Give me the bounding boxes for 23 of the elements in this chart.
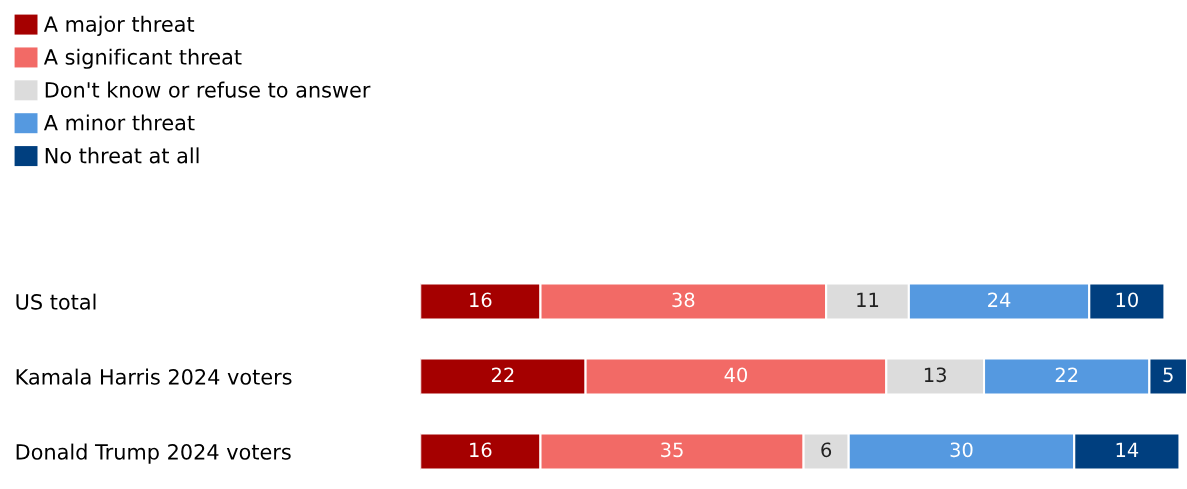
data-label: 14 bbox=[1116, 442, 1139, 457]
data-label: 16 bbox=[470, 442, 492, 458]
data-label: 22 bbox=[491, 367, 514, 382]
data-label: 5 bbox=[1163, 367, 1173, 383]
data-label: 6 bbox=[821, 442, 832, 458]
legend-label: No threat at all bbox=[45, 147, 199, 164]
legend-label: A major threat bbox=[43, 15, 195, 36]
data-label: 38 bbox=[672, 292, 695, 308]
data-label: 16 bbox=[470, 292, 492, 308]
y-tick-label: Donald Trump 2024 voters bbox=[16, 443, 291, 464]
data-label: 24 bbox=[988, 292, 1011, 307]
data-label: 35 bbox=[661, 442, 683, 458]
data-label: 13 bbox=[924, 367, 946, 383]
y-tick-label: Kamala Harris 2024 voters bbox=[16, 368, 292, 385]
data-label: 40 bbox=[724, 367, 748, 383]
data-label: 10 bbox=[1116, 292, 1138, 308]
legend-label: Don't know or refuse to answer bbox=[45, 81, 371, 98]
data-label: 30 bbox=[950, 442, 973, 458]
data-label: 11 bbox=[857, 292, 879, 307]
legend-label: A significant threat bbox=[43, 48, 242, 69]
legend-label: A minor threat bbox=[43, 114, 195, 131]
y-tick-label: US total bbox=[16, 293, 96, 310]
data-label: 22 bbox=[1055, 367, 1078, 382]
